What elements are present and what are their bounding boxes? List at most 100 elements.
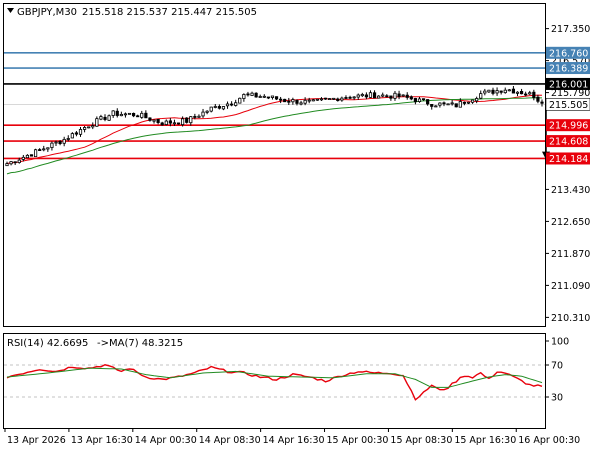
time-tick-label: 14 Apr 08:30 (199, 435, 261, 446)
candle (401, 94, 405, 97)
candle (483, 88, 487, 96)
candle (168, 117, 172, 127)
time-tick-label: 14 Apr 16:30 (263, 435, 325, 446)
rsi-line (6, 364, 543, 401)
time-tick-label: 13 Apr 16:30 (71, 435, 133, 446)
candle (201, 108, 205, 118)
candle (450, 100, 454, 106)
candle (152, 119, 156, 124)
candle (421, 98, 426, 101)
candle (511, 85, 516, 94)
candle (258, 94, 262, 98)
candle (87, 126, 91, 129)
candle (176, 122, 181, 125)
candle (140, 110, 144, 119)
candle (181, 116, 185, 127)
candle (107, 114, 111, 121)
price-tick-label: 211.870 (551, 249, 590, 260)
candle (91, 122, 95, 130)
candle (409, 95, 413, 101)
candle (9, 161, 13, 166)
price-tick-label: 211.090 (551, 281, 590, 292)
candle (58, 140, 62, 146)
level-label-bg (546, 46, 590, 59)
candle (307, 97, 311, 104)
candle (13, 161, 17, 165)
rsi-label: RSI(14) 42.6695 (7, 338, 88, 349)
price-panel-dropdown-icon[interactable] (7, 8, 14, 13)
candle (462, 101, 467, 106)
candle (274, 96, 279, 101)
level-label-bg (546, 77, 590, 90)
price-tick-label: 215.790 (551, 88, 590, 99)
candle (160, 121, 164, 126)
candle (115, 108, 119, 118)
current-price-tag-bg (545, 97, 590, 111)
candle (532, 89, 536, 101)
time-tick-label: 14 Apr 00:30 (135, 435, 197, 446)
candle (446, 103, 450, 106)
candle (487, 89, 491, 93)
price-tick-label: 216.570 (551, 56, 590, 67)
candle (283, 98, 287, 103)
level-label-bg (546, 152, 590, 165)
candle (136, 114, 140, 118)
time-tick-label: 15 Apr 00:30 (327, 435, 389, 446)
candle (495, 87, 499, 96)
candle (5, 161, 9, 167)
candle (123, 112, 128, 118)
rsi-tick-label: 100 (551, 337, 569, 348)
candle (385, 94, 389, 98)
candle (328, 98, 332, 100)
candle (344, 95, 348, 99)
level-label-bg (546, 119, 590, 132)
candle (254, 92, 258, 98)
candle (193, 113, 197, 120)
candle (311, 98, 315, 102)
moving-average-line (6, 97, 542, 175)
rsi-tick-label: 70 (551, 361, 563, 372)
candle (389, 95, 393, 101)
candle (299, 100, 303, 106)
candle (507, 88, 511, 92)
candle (405, 92, 409, 100)
price-panel-frame (3, 3, 546, 327)
level-label: 216.760 (549, 48, 588, 59)
candle (381, 92, 385, 98)
current-price-tag: 215.505 (549, 100, 588, 111)
level-label-bg (546, 135, 590, 148)
candle (348, 95, 352, 100)
candle (356, 93, 360, 100)
rsi-ma-label: ->MA(7) 48.3215 (97, 338, 183, 349)
symbol-timeframe: GBPJPY,M30 (17, 7, 77, 18)
candle (38, 148, 42, 151)
candle (46, 147, 50, 152)
candle (279, 96, 283, 104)
candle (144, 110, 148, 119)
level-label: 214.184 (549, 154, 588, 165)
candle (148, 117, 152, 122)
candle (209, 106, 213, 113)
candle (25, 154, 30, 159)
candle (172, 119, 177, 126)
time-tick-label: 15 Apr 16:30 (454, 435, 516, 446)
level-label: 216.001 (549, 79, 588, 90)
candle (491, 87, 495, 96)
candle (393, 90, 397, 101)
candle (246, 91, 250, 97)
candle (442, 101, 446, 107)
candle (426, 99, 430, 106)
candle (230, 101, 234, 107)
candle (340, 96, 344, 102)
candle (417, 96, 422, 103)
candle (54, 140, 58, 147)
candle (221, 106, 226, 111)
candle (332, 97, 336, 100)
candle (234, 99, 238, 107)
candle (156, 118, 160, 125)
candle (127, 112, 132, 115)
candle (132, 112, 136, 118)
candle (74, 130, 79, 137)
level-label-bg (546, 62, 590, 75)
